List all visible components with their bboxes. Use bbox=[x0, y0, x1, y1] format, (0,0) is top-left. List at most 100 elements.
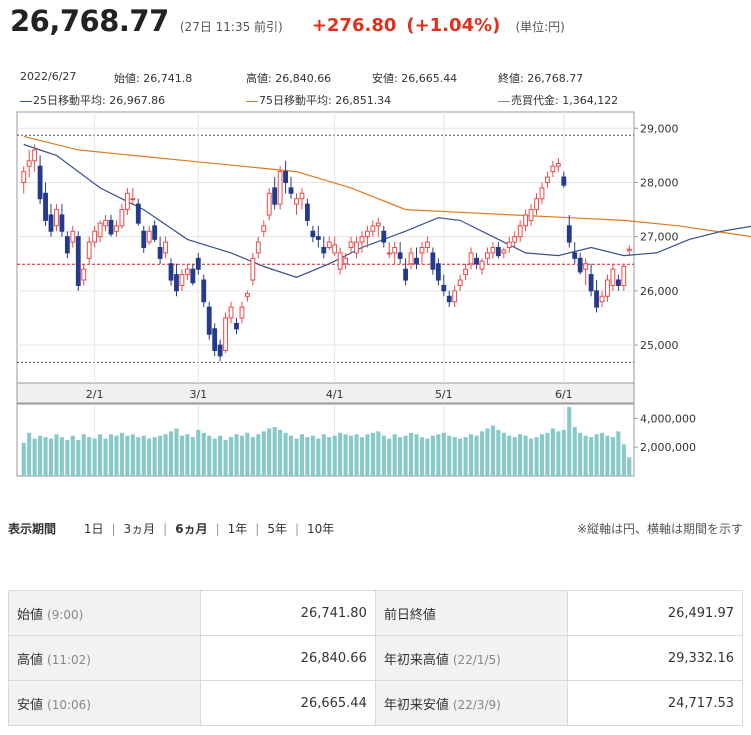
candle-body bbox=[239, 306, 245, 319]
candle-body bbox=[490, 247, 496, 254]
y-tick-label: 27,000 bbox=[640, 231, 679, 244]
period-separator: | bbox=[255, 522, 260, 536]
candle-body bbox=[92, 230, 98, 243]
candle-body bbox=[86, 241, 92, 259]
candle-body bbox=[545, 176, 550, 183]
candle-body bbox=[348, 241, 354, 249]
candle-body bbox=[539, 187, 545, 200]
volume-bar bbox=[594, 434, 599, 476]
x-tick-label: 2/1 bbox=[86, 388, 104, 401]
candle-body bbox=[201, 279, 207, 303]
volume-bar bbox=[425, 438, 430, 476]
candle-body bbox=[195, 257, 201, 270]
volume-bar bbox=[534, 437, 539, 476]
candle-body bbox=[359, 236, 365, 243]
candle-body bbox=[485, 252, 490, 259]
volume-bar bbox=[436, 434, 441, 476]
legend-ma25: 25日移動平均: 26,967.86 bbox=[20, 92, 165, 108]
candle-body bbox=[479, 260, 485, 270]
volume-bar bbox=[185, 434, 190, 476]
volume-bar bbox=[190, 437, 195, 476]
volume-bar bbox=[81, 434, 86, 476]
volume-bar bbox=[349, 435, 354, 476]
volume-bar bbox=[27, 432, 32, 476]
period-separator: | bbox=[215, 522, 220, 536]
candle-body bbox=[403, 268, 409, 281]
volume-bar bbox=[556, 431, 561, 476]
candle-body bbox=[244, 293, 250, 297]
volume-bar bbox=[267, 428, 272, 476]
candle-body bbox=[223, 317, 228, 351]
volume-bar bbox=[48, 438, 54, 476]
volume-bar bbox=[447, 435, 452, 476]
candle-body bbox=[610, 268, 616, 286]
candle-body bbox=[261, 225, 267, 232]
low-time: (10:06) bbox=[47, 697, 91, 712]
volume-bar bbox=[65, 440, 70, 476]
volume-bar bbox=[327, 437, 332, 476]
volume-bar bbox=[288, 435, 294, 476]
candle-body bbox=[48, 214, 54, 232]
candle-body bbox=[495, 247, 501, 257]
candle-body bbox=[550, 165, 556, 173]
legend-turnover-text: 売買代金: 1,364,122 bbox=[511, 94, 619, 107]
volume-bar bbox=[627, 457, 632, 476]
volume-bar bbox=[605, 435, 610, 476]
volume-bar bbox=[59, 437, 64, 476]
volume-bar bbox=[163, 434, 168, 476]
low-label-cell: 安値 (10:06) bbox=[7, 680, 202, 726]
period-separator: | bbox=[294, 522, 299, 536]
x-tick-label: 6/1 bbox=[555, 388, 573, 401]
volume-bar bbox=[474, 435, 479, 476]
period-option-4[interactable]: 5年 bbox=[267, 522, 287, 536]
candle-body bbox=[304, 203, 310, 221]
volume-bar bbox=[354, 434, 359, 476]
period-option-0[interactable]: 1日 bbox=[83, 522, 104, 536]
candle-body bbox=[621, 265, 627, 286]
candle-body bbox=[561, 176, 567, 186]
volume-bar bbox=[103, 438, 108, 476]
volume-bar bbox=[387, 438, 392, 476]
volume-bar bbox=[54, 434, 59, 476]
candle-body bbox=[119, 209, 125, 227]
candle-body bbox=[168, 263, 174, 281]
ytd-high-label-cell: 年初来高値 (22/1/5) bbox=[374, 635, 569, 681]
period-option-2[interactable]: 6ヵ月 bbox=[175, 522, 208, 536]
candle-body bbox=[474, 257, 479, 265]
volume-bar bbox=[469, 434, 474, 476]
candle-body bbox=[626, 248, 632, 252]
period-option-3[interactable]: 1年 bbox=[227, 522, 248, 536]
table-row: 始値 (9:00) 26,741.80 前日終値 26,491.97 bbox=[7, 590, 743, 636]
ytd-high-date: (22/1/5) bbox=[452, 652, 501, 667]
candle-body bbox=[365, 230, 370, 238]
candle-body bbox=[234, 322, 239, 330]
period-option-1[interactable]: 3ヵ月 bbox=[123, 522, 156, 536]
volume-bar bbox=[174, 428, 179, 476]
candle-body bbox=[43, 192, 48, 221]
candle-body bbox=[615, 279, 621, 286]
candle-body bbox=[277, 171, 283, 205]
candle-body bbox=[135, 203, 141, 224]
period-option-5[interactable]: 10年 bbox=[307, 522, 335, 536]
volume-bar bbox=[376, 431, 381, 476]
volume-bar bbox=[616, 431, 621, 476]
candle-body bbox=[184, 268, 190, 276]
candle-body bbox=[441, 284, 447, 292]
period-selector: 表示期間 1日 | 3ヵ月 | 6ヵ月 | 1年 | 5年 | 10年 bbox=[8, 520, 342, 537]
high-value: 26,840.66 bbox=[200, 635, 376, 681]
volume-bar bbox=[539, 434, 545, 476]
volume-bar bbox=[70, 435, 75, 476]
candle-body bbox=[294, 198, 299, 205]
volume-bar bbox=[32, 438, 37, 476]
volume-bar bbox=[414, 434, 419, 476]
volume-bar bbox=[245, 432, 250, 476]
volume-bar bbox=[479, 431, 485, 476]
open-time: (9:00) bbox=[47, 607, 84, 622]
volume-bar bbox=[125, 435, 130, 476]
volume-bar bbox=[228, 437, 234, 476]
volume-bar bbox=[338, 432, 343, 476]
prev-close-label: 前日終値 bbox=[383, 607, 436, 623]
ma75-swatch bbox=[246, 100, 258, 102]
turnover-swatch bbox=[498, 100, 510, 102]
candle-body bbox=[32, 149, 38, 162]
